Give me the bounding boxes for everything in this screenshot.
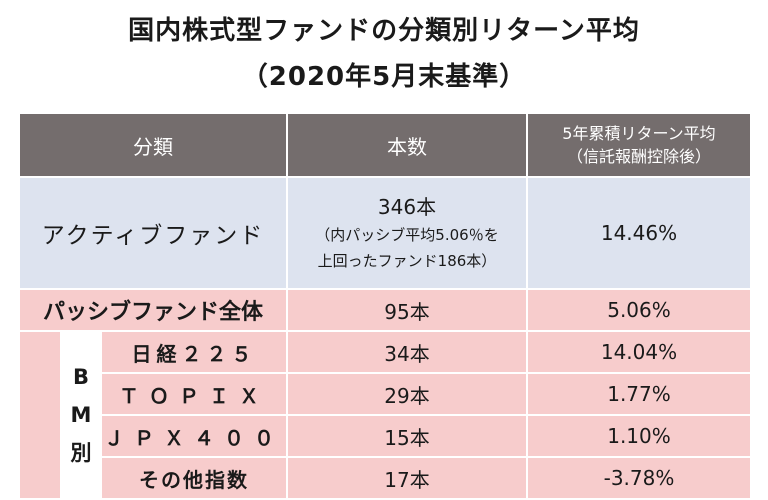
- sub-row-count: 17本: [286, 456, 528, 500]
- returns-table: 分類 本数 5年累積リターン平均 （信託報酬控除後） アクティブファンド 346…: [18, 112, 752, 500]
- active-return: 14.46%: [526, 176, 752, 290]
- bm-label-char: B: [72, 365, 89, 389]
- page-title: 国内株式型ファンドの分類別リターン平均: [128, 16, 640, 46]
- active-note-line1: （内パッシブ平均5.06％を: [315, 226, 499, 244]
- sub-row-return: 1.10%: [526, 414, 752, 458]
- sub-row-count: 34本: [286, 330, 528, 374]
- sub-row-return: -3.78%: [526, 456, 752, 500]
- header-category: 分類: [18, 112, 288, 178]
- table-row: ＴＯＰＩＸ 29本 1.77%: [19, 372, 752, 416]
- passive-return: 5.06%: [526, 288, 752, 332]
- bm-label-char: 別: [70, 441, 92, 465]
- sub-row-label: ＪＰＸ４００: [104, 425, 284, 450]
- active-count: 346本: [377, 195, 437, 219]
- bm-indent: [18, 330, 62, 500]
- bm-label-char: M: [70, 403, 92, 427]
- header-return-line2: （信託報酬控除後）: [566, 147, 711, 166]
- sub-label-cell: その他指数: [100, 456, 288, 500]
- sub-label-cell: ＴＯＰＩＸ: [100, 372, 288, 416]
- passive-count: 95本: [286, 288, 528, 332]
- bm-label-cell: B M 別: [60, 330, 102, 500]
- passive-label: パッシブファンド全体: [42, 300, 263, 325]
- sub-label-cell: ＪＰＸ４００: [100, 414, 288, 458]
- sub-row-return: 14.04%: [526, 330, 752, 374]
- sub-row-label: 日経２２５: [131, 341, 257, 366]
- active-label: アクティブファンド: [41, 223, 265, 249]
- sub-row-count: 15本: [286, 414, 528, 458]
- sub-label-cell: 日経２２５: [100, 330, 288, 374]
- header-return: 5年累積リターン平均 （信託報酬控除後）: [526, 112, 752, 178]
- table-row-passive: パッシブファンド全体 95本 5.06%: [18, 288, 752, 332]
- table-row-active: アクティブファンド 346本 （内パッシブ平均5.06％を 上回ったファンド18…: [18, 176, 752, 290]
- sub-row-count: 29本: [286, 372, 528, 416]
- sub-row-label: ＴＯＰＩＸ: [119, 383, 269, 408]
- page-subtitle: （2020年5月末基準）: [241, 62, 527, 92]
- header-return-line1: 5年累積リターン平均: [562, 124, 716, 143]
- sub-row-return: 1.77%: [526, 372, 752, 416]
- active-count-cell: 346本 （内パッシブ平均5.06％を 上回ったファンド186本）: [286, 176, 528, 290]
- active-label-cell: アクティブファンド: [18, 176, 288, 290]
- table-row: その他指数 17本 -3.78%: [19, 456, 752, 500]
- passive-label-cell: パッシブファンド全体: [18, 288, 288, 332]
- active-note-line2: 上回ったファンド186本）: [317, 252, 497, 270]
- table-row: B M 別 日経２２５ 34本 14.04%: [18, 330, 752, 500]
- table-row: ＪＰＸ４００ 15本 1.10%: [19, 414, 752, 458]
- header-count: 本数: [286, 112, 528, 178]
- sub-row-label: その他指数: [139, 467, 249, 492]
